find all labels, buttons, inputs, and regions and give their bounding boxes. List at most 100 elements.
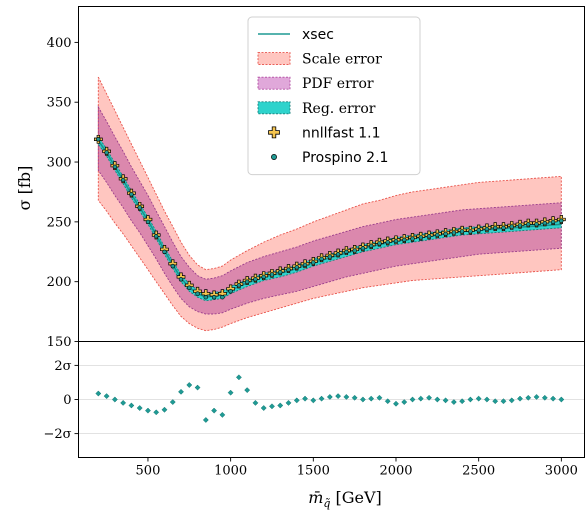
- ratio-point: [426, 394, 433, 401]
- prospino-point: [203, 295, 209, 300]
- y-tick-label: 300: [47, 156, 72, 171]
- prospino-point: [294, 265, 299, 270]
- prospino-point: [302, 262, 308, 268]
- legend-box: [247, 16, 421, 176]
- y-tick-label: 250: [47, 215, 72, 230]
- ratio-point: [525, 394, 532, 401]
- prospino-point: [195, 291, 200, 296]
- ratio-point: [252, 399, 259, 406]
- prospino-point: [335, 252, 341, 257]
- x-tick-label: 2000: [379, 464, 412, 479]
- ratio-point: [409, 396, 416, 403]
- prospino-point: [187, 285, 192, 290]
- prospino-point: [509, 224, 514, 229]
- prospino-point: [484, 226, 490, 232]
- legend-label: nnllfast 1.1: [302, 125, 381, 141]
- main-panel: 150 200 250 300 350 400 σ [fb] xsec Scale erro…: [15, 16, 566, 350]
- ratio-point: [244, 387, 251, 394]
- ratio-panel: 2σ 0 −2σ 500 1000 1500 2000 2500 3000 m̄q̃ [GeV]: [43, 359, 585, 510]
- prospino-point: [426, 234, 432, 239]
- prospino-point: [402, 237, 407, 243]
- prospino-point: [178, 277, 184, 282]
- ratio-point: [343, 393, 350, 400]
- y-axis-main: 150 200 250 300 350 400: [47, 36, 79, 350]
- ratio-points: [95, 374, 565, 423]
- prospino-point: [517, 223, 523, 228]
- x-tick-label: 1500: [297, 464, 330, 479]
- ratio-point: [235, 374, 242, 381]
- ratio-point: [269, 403, 275, 410]
- x-axis-label-subscript: q̃: [323, 497, 330, 510]
- ratio-point: [178, 388, 184, 395]
- ratio-point: [169, 399, 176, 406]
- ratio-point: [318, 395, 325, 402]
- x-axis-label-unit: [GeV]: [335, 488, 381, 507]
- ratio-point: [541, 394, 548, 401]
- ratio-point: [401, 399, 408, 406]
- prospino-point: [137, 205, 142, 210]
- ratio-point: [103, 393, 110, 400]
- ratio-point: [517, 395, 523, 402]
- prospino-point: [459, 229, 465, 234]
- prospino-point: [327, 254, 332, 259]
- ratio-point: [120, 399, 127, 406]
- ratio-y-tick-label: 0: [63, 393, 71, 408]
- legend-nnllfast-marker: [268, 126, 280, 139]
- ratio-point: [368, 395, 375, 402]
- ratio-point: [417, 395, 424, 402]
- prospino-point: [96, 137, 101, 142]
- prospino-point: [493, 225, 498, 231]
- ratio-point: [475, 395, 482, 402]
- ratio-point: [434, 396, 441, 403]
- x-tick-label: 500: [136, 464, 161, 479]
- prospino-point: [369, 243, 374, 249]
- ratio-point: [459, 398, 466, 405]
- ratio-point: [508, 397, 515, 404]
- ratio-point: [335, 393, 342, 400]
- prospino-point: [344, 249, 349, 255]
- ratio-point: [359, 396, 366, 403]
- prospino-point: [393, 238, 399, 244]
- prospino-point: [352, 248, 357, 253]
- ratio-point: [550, 395, 557, 402]
- prospino-point: [319, 256, 324, 262]
- ratio-point: [450, 399, 457, 406]
- legend-label: Prospino 2.1: [302, 150, 388, 166]
- legend-label: Reg. error: [302, 101, 376, 117]
- prospino-point: [443, 231, 448, 237]
- prospino-point: [154, 234, 159, 239]
- prospino-point: [410, 236, 415, 241]
- y-axis-label: σ [fb]: [15, 166, 34, 211]
- ratio-frame: [78, 341, 585, 458]
- pdf-error-band: [97, 105, 562, 315]
- prospino-point: [451, 230, 457, 235]
- ratio-point: [302, 395, 308, 402]
- prospino-point: [236, 283, 242, 288]
- prospino-point: [253, 277, 258, 282]
- prospino-point: [476, 228, 481, 233]
- legend-label: PDF error: [302, 76, 374, 92]
- ratio-point: [111, 396, 118, 403]
- ratio-point: [128, 402, 135, 409]
- ratio-point: [136, 405, 143, 411]
- prospino-point: [526, 222, 531, 227]
- x-axis-label: m̄q̃ [GeV]: [308, 488, 382, 510]
- y-tick-label: 200: [47, 275, 72, 290]
- ratio-point: [293, 397, 300, 404]
- legend-band-handle: [257, 101, 291, 115]
- prospino-point: [129, 192, 134, 197]
- prospino-point: [112, 164, 118, 170]
- ratio-point: [376, 394, 383, 401]
- ratio-point: [144, 407, 151, 414]
- x-tick-label: 2500: [462, 464, 495, 479]
- legend-band-handle: [257, 76, 291, 90]
- ratio-point: [467, 396, 474, 403]
- y-tick-label: 350: [47, 96, 72, 111]
- prospino-point: [261, 274, 266, 280]
- ratio-point: [211, 407, 218, 414]
- prospino-point: [418, 235, 423, 240]
- prospino-point: [360, 246, 366, 251]
- ratio-grid: [78, 364, 585, 435]
- ratio-point: [442, 397, 449, 404]
